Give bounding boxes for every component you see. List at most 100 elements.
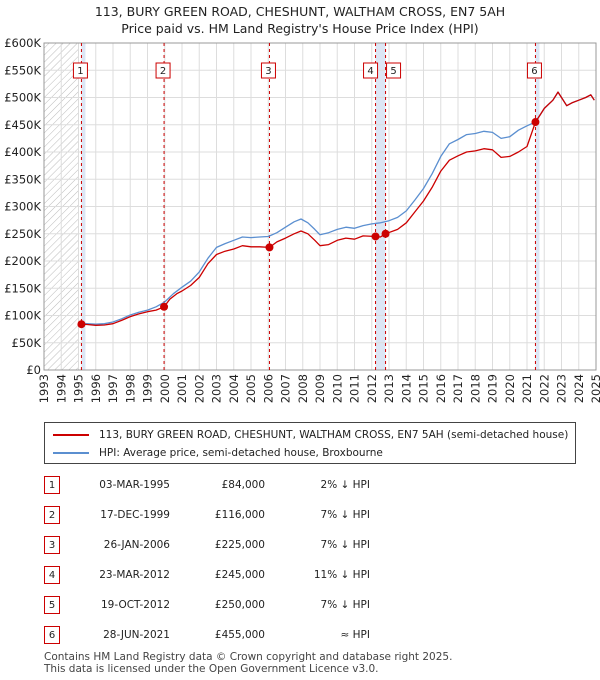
sale-number-label: 3 bbox=[265, 66, 271, 77]
sale-point bbox=[77, 320, 86, 329]
x-tick-label: 2008 bbox=[296, 374, 310, 403]
x-tick-label: 2003 bbox=[210, 374, 224, 403]
y-tick-label: £100K bbox=[4, 309, 41, 323]
transaction-hpi-diff: 7% ↓ HPI bbox=[320, 509, 370, 521]
transaction-price: £455,000 bbox=[214, 629, 265, 641]
legend-label-property: 113, BURY GREEN ROAD, CHESHUNT, WALTHAM … bbox=[99, 429, 569, 441]
sale-point bbox=[265, 243, 274, 252]
sale-point bbox=[371, 232, 380, 241]
x-tick-label: 2000 bbox=[158, 374, 172, 403]
y-tick-label: £400K bbox=[4, 145, 41, 159]
price-chart: £0 £50K £100K £150K £200K £250K £300K £350K £400… bbox=[4, 36, 600, 403]
transaction-price: £225,000 bbox=[214, 539, 265, 551]
transaction-number-badge: 2 bbox=[44, 506, 60, 524]
chart-legend: 113, BURY GREEN ROAD, CHESHUNT, WALTHAM … bbox=[44, 422, 576, 464]
legend-item-property: 113, BURY GREEN ROAD, CHESHUNT, WALTHAM … bbox=[53, 427, 568, 443]
y-tick-label: £250K bbox=[4, 227, 41, 241]
plot-frame bbox=[43, 42, 597, 371]
sale-point bbox=[160, 302, 169, 311]
x-tick-label: 2015 bbox=[417, 374, 431, 403]
transaction-price: £245,000 bbox=[214, 569, 265, 581]
x-tick-label: 2021 bbox=[520, 374, 534, 403]
y-tick-label: £350K bbox=[4, 172, 41, 186]
x-tick-label: 2010 bbox=[330, 374, 344, 403]
x-tick-label: 1994 bbox=[54, 374, 68, 403]
transaction-hpi-diff: 7% ↓ HPI bbox=[320, 599, 370, 611]
transaction-date: 03-MAR-1995 bbox=[99, 479, 170, 491]
x-tick-label: 2002 bbox=[192, 374, 206, 403]
x-tick-label: 2007 bbox=[279, 374, 293, 403]
transaction-hpi-diff: ≈ HPI bbox=[340, 629, 370, 641]
x-tick-label: 2014 bbox=[399, 374, 413, 403]
x-tick-label: 2013 bbox=[382, 374, 396, 403]
transaction-date: 17-DEC-1999 bbox=[100, 509, 170, 521]
transaction-date: 19-OCT-2012 bbox=[101, 599, 170, 611]
transaction-row: 2 17-DEC-1999 £116,000 7% ↓ HPI bbox=[0, 506, 600, 528]
transaction-number-badge: 5 bbox=[44, 596, 60, 614]
sale-number-box bbox=[386, 62, 402, 79]
x-tick-label: 1998 bbox=[123, 374, 137, 403]
y-tick-label: £0 bbox=[26, 363, 41, 377]
transaction-price: £250,000 bbox=[214, 599, 265, 611]
x-tick-label: 2011 bbox=[348, 374, 362, 403]
sale-number-box bbox=[363, 62, 379, 79]
footer-copyright: Contains HM Land Registry data © Crown c… bbox=[44, 651, 453, 663]
x-tick-label: 2018 bbox=[468, 374, 482, 403]
transaction-date: 23-MAR-2012 bbox=[99, 569, 170, 581]
x-tick-label: 2012 bbox=[365, 374, 379, 403]
transaction-number-badge: 1 bbox=[44, 476, 60, 494]
x-tick-label: 1999 bbox=[141, 374, 155, 403]
x-tick-label: 1993 bbox=[37, 374, 51, 403]
transaction-row: 5 19-OCT-2012 £250,000 7% ↓ HPI bbox=[0, 596, 600, 618]
transaction-row: 1 03-MAR-1995 £84,000 2% ↓ HPI bbox=[0, 476, 600, 498]
y-tick-label: £300K bbox=[4, 200, 41, 214]
transaction-number-badge: 6 bbox=[44, 626, 60, 644]
sale-number-label: 4 bbox=[367, 66, 373, 77]
transaction-number-badge: 3 bbox=[44, 536, 60, 554]
y-tick-label: £150K bbox=[4, 281, 41, 295]
y-tick-label: £50K bbox=[12, 336, 42, 350]
y-tick-label: £450K bbox=[4, 118, 41, 132]
x-tick-label: 1996 bbox=[89, 374, 103, 403]
x-tick-label: 2022 bbox=[537, 374, 551, 403]
x-tick-label: 2005 bbox=[244, 374, 258, 403]
legend-swatch-hpi bbox=[53, 452, 89, 454]
transaction-row: 6 28-JUN-2021 £455,000 ≈ HPI bbox=[0, 626, 600, 648]
x-tick-label: 1997 bbox=[106, 374, 120, 403]
footer-licence: This data is licensed under the Open Gov… bbox=[44, 663, 379, 675]
x-tick-label: 2019 bbox=[486, 374, 500, 403]
transaction-date: 26-JAN-2006 bbox=[103, 539, 170, 551]
x-tick-label: 2023 bbox=[555, 374, 569, 403]
x-tick-label: 2016 bbox=[434, 374, 448, 403]
sale-point bbox=[531, 118, 540, 127]
x-tick-label: 2004 bbox=[227, 374, 241, 403]
transaction-price: £84,000 bbox=[221, 479, 265, 491]
sale-number-label: 2 bbox=[160, 66, 166, 77]
legend-label-hpi: HPI: Average price, semi-detached house,… bbox=[99, 447, 383, 459]
sale-number-label: 6 bbox=[531, 66, 537, 77]
x-tick-label: 2009 bbox=[313, 374, 327, 403]
y-tick-label: £600K bbox=[4, 36, 41, 50]
sale-number-box bbox=[526, 62, 542, 79]
transaction-row: 3 26-JAN-2006 £225,000 7% ↓ HPI bbox=[0, 536, 600, 558]
transaction-hpi-diff: 7% ↓ HPI bbox=[320, 539, 370, 551]
chart-subtitle: Price paid vs. HM Land Registry's House … bbox=[121, 21, 479, 36]
y-tick-label: £550K bbox=[4, 63, 41, 77]
sale-number-box bbox=[155, 62, 171, 79]
x-tick-label: 2017 bbox=[451, 374, 465, 403]
transaction-hpi-diff: 11% ↓ HPI bbox=[313, 569, 370, 581]
x-tick-label: 2006 bbox=[261, 374, 275, 403]
x-tick-label: 2001 bbox=[175, 374, 189, 403]
transaction-date: 28-JUN-2021 bbox=[103, 629, 170, 641]
chart-title: 113, BURY GREEN ROAD, CHESHUNT, WALTHAM … bbox=[94, 4, 506, 19]
sale-number-box bbox=[260, 62, 276, 79]
sale-number-box bbox=[72, 62, 88, 79]
transaction-hpi-diff: 2% ↓ HPI bbox=[320, 479, 370, 491]
sale-number-label: 5 bbox=[390, 66, 396, 77]
x-tick-label: 1995 bbox=[72, 374, 86, 403]
legend-item-hpi: HPI: Average price, semi-detached house,… bbox=[53, 445, 383, 461]
sale-point bbox=[381, 229, 390, 238]
x-tick-label: 2025 bbox=[589, 374, 600, 403]
x-tick-label: 2020 bbox=[503, 374, 517, 403]
transaction-price: £116,000 bbox=[214, 509, 265, 521]
